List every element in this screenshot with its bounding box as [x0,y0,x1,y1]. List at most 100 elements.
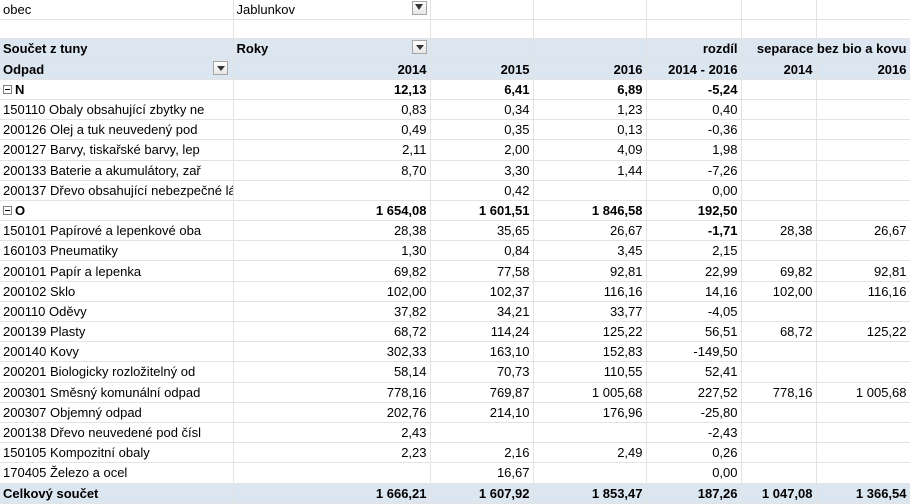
table-row: 200140 Kovy 302,33 163,10 152,83 -149,50 [0,341,910,363]
value-diff: -25,80 [646,402,742,423]
value-2016 [533,422,647,444]
header-row-2: Odpad 2014 2015 2016 2014 - 2016 2014 20… [0,59,910,80]
table-row: 170405 Železo a ocel 16,67 0,00 [0,462,910,484]
value-sep-2014 [741,119,817,141]
col-sep-2016: 2016 [816,59,910,80]
group-row: N 12,13 6,41 6,89 -5,24 [0,79,910,100]
group-label-cell[interactable]: O [0,200,234,222]
waste-item-label[interactable]: 200101 Papír a lepenka [0,260,234,282]
table-row: 200307 Objemný odpad 202,76 214,10 176,96 -2… [0,402,910,423]
value-2014: 37,82 [233,301,431,323]
value-2014: 8,70 [233,160,431,181]
waste-item-label[interactable]: 150101 Papírové a lepenkové oba [0,220,234,242]
value-sep-2014 [741,99,817,121]
value-sep-2016 [816,341,910,363]
waste-item-label[interactable]: 200110 Oděvy [0,301,234,323]
collapse-toggle-icon[interactable] [3,84,12,94]
waste-item-label[interactable]: 200102 Sklo [0,281,234,302]
years-field-cell[interactable]: Roky [233,38,431,60]
value-2016: 1 005,68 [533,382,647,403]
filter-value-cell[interactable]: Jablunkov [233,0,431,21]
table-row: 160103 Pneumatiky 1,30 0,84 3,45 2,15 [0,240,910,262]
table-row: 200201 Biologicky rozložitelný od 58,14 70… [0,361,910,383]
table-row: 200137 Dřevo obsahující nebezpečné látky… [0,180,910,201]
col-sep-2014: 2014 [741,59,817,80]
table-row: 200110 Oděvy 37,82 34,21 33,77 -4,05 [0,301,910,323]
waste-dropdown-icon[interactable] [212,60,228,75]
group-row: O 1 654,08 1 601,51 1 846,58 192,50 [0,200,910,222]
waste-item-label[interactable]: 200201 Biologicky rozložitelný od [0,361,234,383]
col-2016: 2016 [533,59,647,80]
value-sep-2014 [741,402,817,423]
table-row: 200101 Papír a lepenka 69,82 77,58 92,81 22,… [0,260,910,282]
value-diff: 0,26 [646,442,742,464]
value-sep-2016 [816,240,910,262]
value-2015: 0,35 [430,119,534,141]
value-diff: -1,71 [646,220,742,242]
value-sep-2014 [741,301,817,323]
value-diff: -4,05 [646,301,742,323]
waste-item-label[interactable]: 200301 Směsný komunální odpad [0,382,234,403]
table-row: 200139 Plasty 68,72 114,24 125,22 56,51 68,72… [0,321,910,343]
filter-row: obec Jablunkov [0,0,910,21]
value-sep-2016: 92,81 [816,260,910,282]
value-diff: 0,00 [646,180,742,201]
value-sep-2016 [816,180,910,201]
value-diff: -7,26 [646,160,742,181]
table-row: 150105 Kompozitní obaly 2,23 2,16 2,49 0,26 [0,442,910,464]
waste-item-label[interactable]: 200137 Dřevo obsahující nebezpečné látky [0,180,234,201]
group-value-2016: 1 846,58 [533,200,647,222]
waste-item-label[interactable]: 200140 Kovy [0,341,234,363]
value-diff: 52,41 [646,361,742,383]
table-row: 150101 Papírové a lepenkové oba 28,38 35,6… [0,220,910,242]
value-sep-2014 [741,240,817,262]
table-row: 200301 Směsný komunální odpad 778,16 769,8… [0,382,910,403]
filter-funnel-icon[interactable] [411,1,427,16]
value-sep-2016 [816,462,910,484]
value-2016: 0,13 [533,119,647,141]
waste-item-label[interactable]: 200307 Objemný odpad [0,402,234,423]
col-diff-range: 2014 - 2016 [646,59,742,80]
table-row: 200127 Barvy, tiskařské barvy, lep 2,11 2,… [0,139,910,161]
value-sep-2016: 1 005,68 [816,382,910,403]
waste-item-label[interactable]: 200127 Barvy, tiskařské barvy, lep [0,139,234,161]
years-dropdown-icon[interactable] [411,40,427,55]
value-diff: 0,40 [646,99,742,121]
value-diff: -0,36 [646,119,742,141]
waste-item-label[interactable]: 160103 Pneumatiky [0,240,234,262]
value-diff: 14,16 [646,281,742,302]
value-2014: 202,76 [233,402,431,423]
value-2014: 0,83 [233,99,431,121]
waste-item-label[interactable]: 170405 Železo a ocel [0,462,234,484]
value-2015: 0,84 [430,240,534,262]
value-2016: 92,81 [533,260,647,282]
value-sep-2014 [741,442,817,464]
total-value-diff: 187,26 [646,483,742,504]
filter-label: obec [0,0,234,21]
value-sep-2014 [741,422,817,444]
grand-total-label: Celkový součet [0,483,234,504]
waste-item-label[interactable]: 200133 Baterie a akumulátory, zař [0,160,234,181]
value-2016: 4,09 [533,139,647,161]
waste-item-label[interactable]: 200126 Olej a tuk neuvedený pod [0,119,234,141]
waste-field-cell[interactable]: Odpad [0,59,234,80]
value-sep-2016 [816,402,910,423]
value-sep-2016: 26,67 [816,220,910,242]
group-label-cell[interactable]: N [0,79,234,100]
value-2015: 70,73 [430,361,534,383]
value-2015: 16,67 [430,462,534,484]
waste-item-label[interactable]: 200139 Plasty [0,321,234,343]
value-sep-2014 [741,139,817,161]
value-sep-2014: 102,00 [741,281,817,302]
waste-item-label[interactable]: 150110 Obaly obsahující zbytky ne [0,99,234,121]
value-sep-2016 [816,361,910,383]
waste-item-label[interactable]: 150105 Kompozitní obaly [0,442,234,464]
collapse-toggle-icon[interactable] [3,206,12,216]
col-2014: 2014 [233,59,431,80]
value-2015: 2,16 [430,442,534,464]
waste-item-label[interactable]: 200138 Dřevo neuvedené pod čísl [0,422,234,444]
value-2016: 1,23 [533,99,647,121]
group-name: O [15,202,26,218]
value-2014: 2,23 [233,442,431,464]
value-diff: 56,51 [646,321,742,343]
